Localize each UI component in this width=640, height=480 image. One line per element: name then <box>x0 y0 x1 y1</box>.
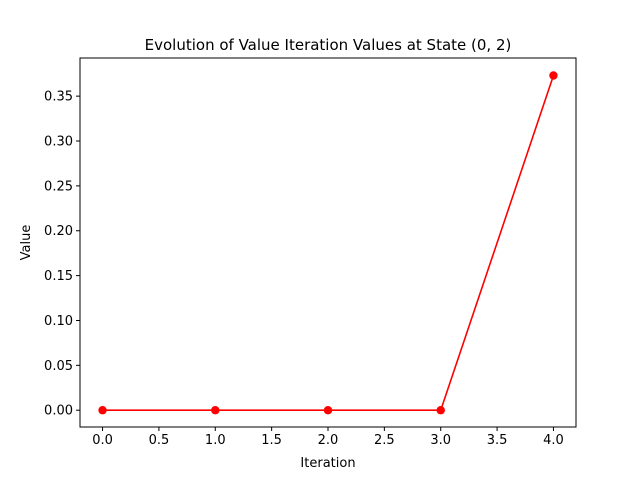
data-point <box>549 71 558 80</box>
y-tick-label: 0.35 <box>44 90 73 105</box>
x-tick-label: 3.5 <box>487 433 508 448</box>
y-axis-ticks: 0.00 0.05 0.10 0.15 0.20 0.25 0.30 0.35 <box>44 90 80 419</box>
data-point <box>323 406 333 415</box>
data-point <box>436 406 445 415</box>
series-layer <box>98 71 558 415</box>
series-line <box>102 75 555 412</box>
y-tick-label: 0.10 <box>44 314 73 329</box>
x-tick-label: 0.5 <box>149 433 170 448</box>
chart-title: Evolution of Value Iteration Values at S… <box>145 36 512 54</box>
x-tick-label: 2.0 <box>318 433 339 448</box>
x-axis-ticks: 0.0 0.5 1.0 1.5 2.0 2.5 3.0 3.5 4.0 <box>92 427 564 448</box>
x-tick-label: 1.0 <box>205 433 226 448</box>
y-tick-label: 0.05 <box>44 359 73 374</box>
x-tick-label: 2.5 <box>374 433 395 448</box>
data-point <box>98 406 107 415</box>
y-tick-label: 0.30 <box>44 135 73 150</box>
x-tick-label: 4.0 <box>543 433 564 448</box>
y-tick-label: 0.15 <box>44 269 73 284</box>
x-tick-label: 1.5 <box>261 433 282 448</box>
x-tick-label: 0.0 <box>92 433 113 448</box>
y-tick-label: 0.25 <box>44 179 73 194</box>
x-axis-label: Iteration <box>300 456 355 471</box>
data-point <box>211 406 220 415</box>
y-axis-label: Value <box>19 225 34 261</box>
x-tick-label: 3.0 <box>430 433 451 448</box>
y-tick-label: 0.00 <box>44 404 73 419</box>
plot-frame <box>79 57 577 428</box>
y-tick-label: 0.20 <box>44 224 73 239</box>
